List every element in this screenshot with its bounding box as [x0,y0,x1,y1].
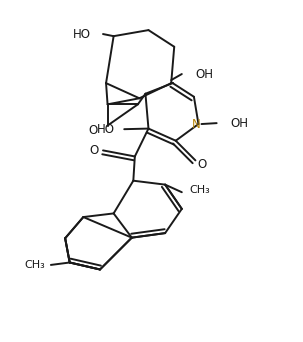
Text: CH₃: CH₃ [189,185,210,195]
Text: O: O [89,144,98,157]
Text: O: O [89,123,98,136]
Text: CH₃: CH₃ [24,260,45,270]
Text: HO: HO [73,28,91,41]
Text: HO: HO [97,123,115,136]
Text: OH: OH [230,117,248,130]
Text: OH: OH [195,67,213,80]
Text: N: N [192,118,200,131]
Text: O: O [198,158,207,171]
